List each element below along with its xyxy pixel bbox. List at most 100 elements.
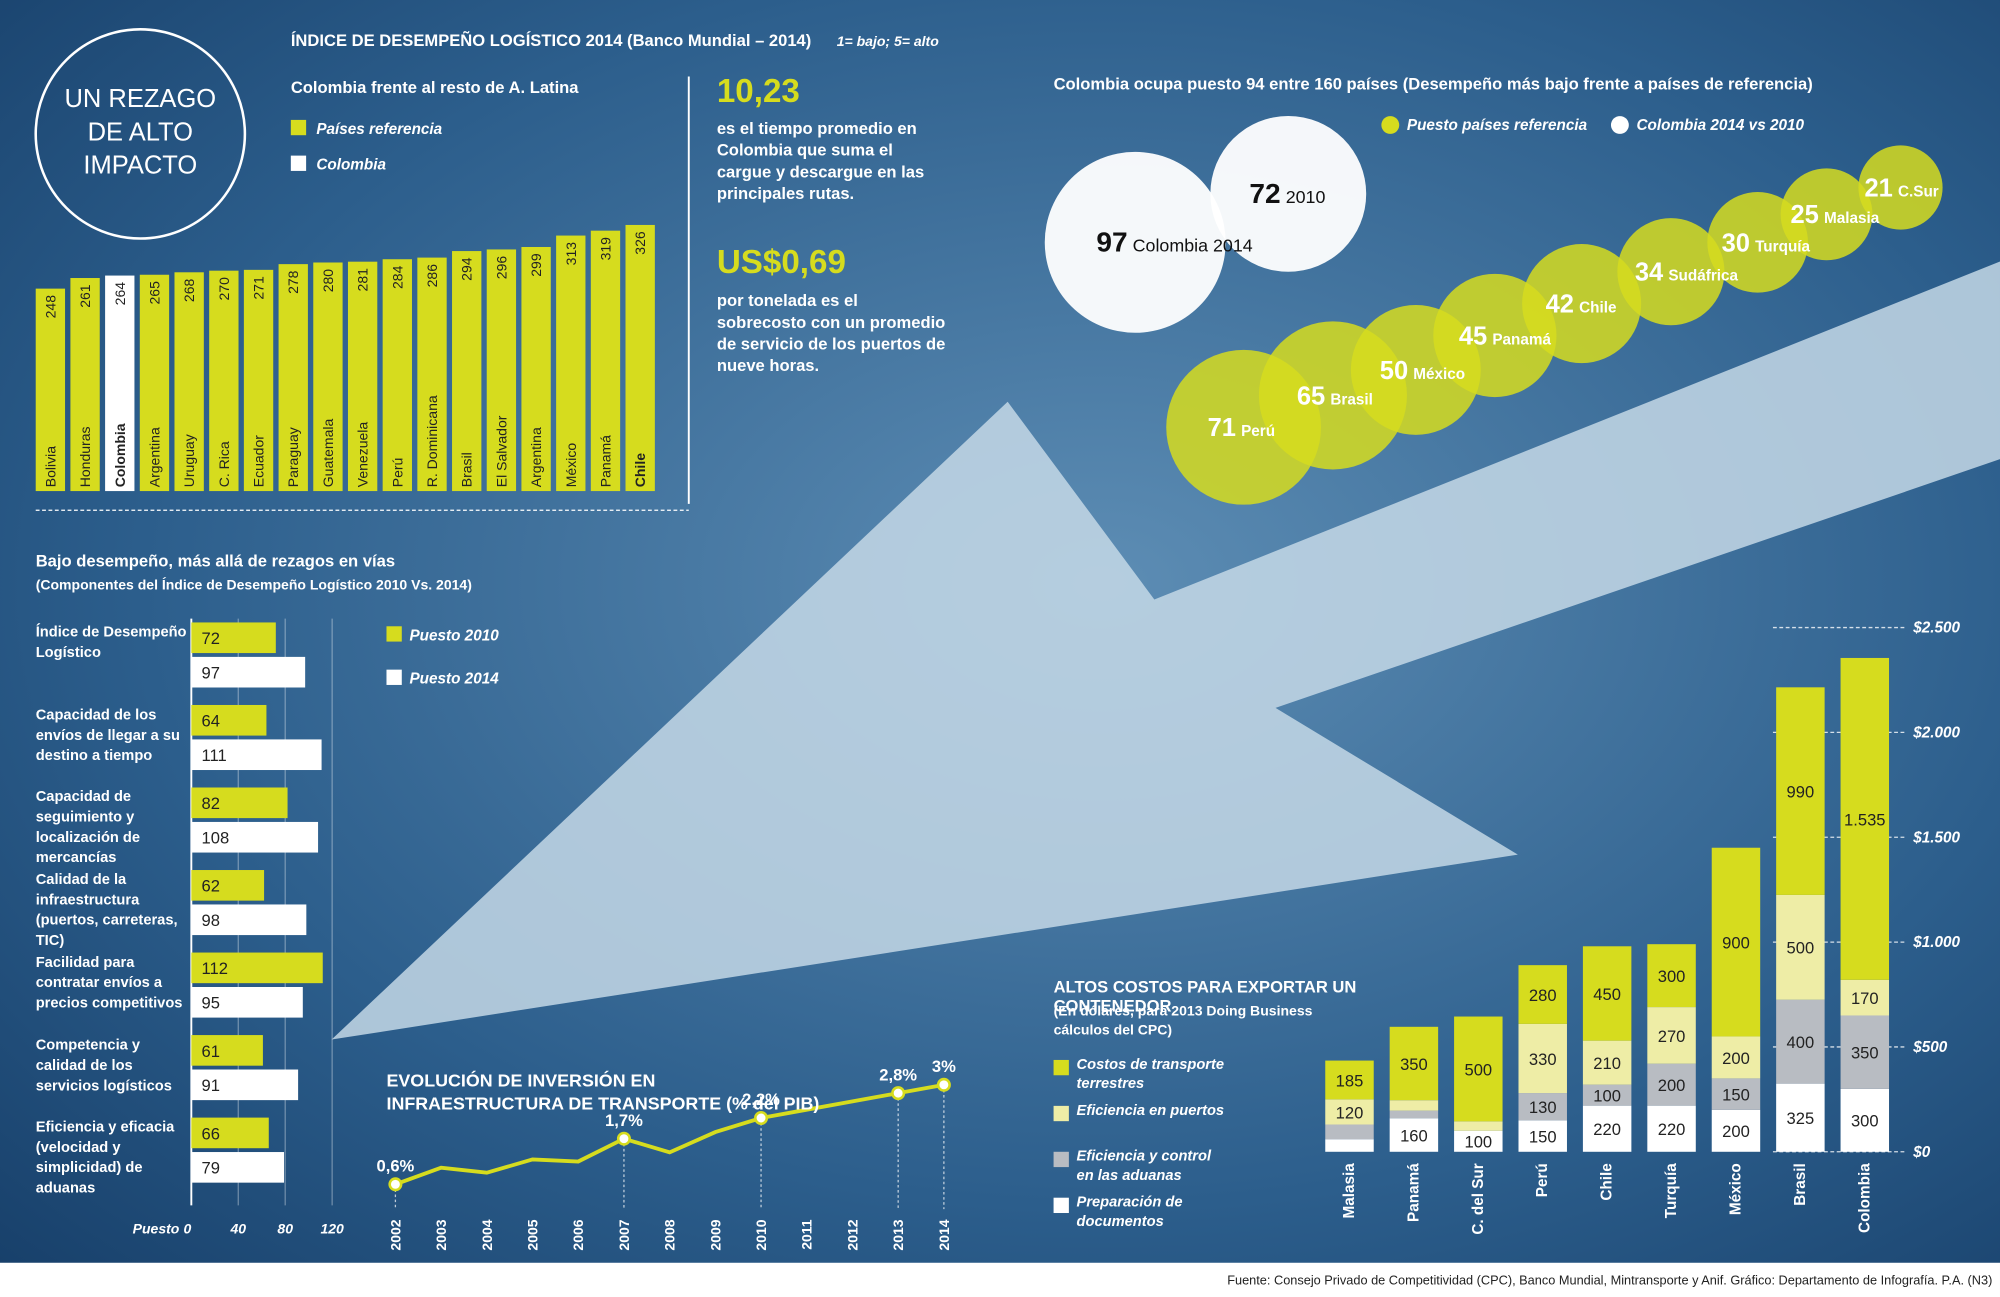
value-label: 300 [1658,967,1686,986]
bar [191,1152,285,1183]
x-tick-label: Chile [1599,1163,1616,1200]
value-label: 66 [202,1124,220,1143]
footer-band [0,1262,2000,1297]
x-tick-label: 2011 [799,1219,815,1250]
bar-segment [1776,894,1825,1000]
x-tick-label: Colombia [1856,1163,1873,1233]
bar-segment [1454,1016,1503,1122]
chart-subtitle: (En dólares, para 2013 Doing Business cá… [1053,1003,1313,1039]
value-label: 62 [202,877,220,896]
legend-label: Eficiencia y control en las aduanas [1076,1149,1212,1184]
legend-swatch [1053,1059,1069,1076]
value-label: 210 [1593,1054,1621,1073]
x-tick-label: Panamá [1405,1163,1422,1222]
bubble-value: 71 [1208,414,1236,442]
value-label: 313 [563,242,579,266]
legend-label: Preparación de documentos [1076,1195,1183,1230]
x-tick-label: 2005 [525,1219,541,1250]
bar-segment [1776,999,1825,1084]
legend-swatch [1053,1197,1069,1214]
legend-swatch [1053,1151,1069,1168]
bar [382,259,412,492]
category-label: Argentina [528,427,544,487]
x-tick-label: 2013 [890,1219,906,1250]
value-label: 200 [1722,1049,1750,1068]
category-label: Bolivia [42,446,58,487]
value-label: 248 [42,295,58,319]
legend-swatch [290,155,307,171]
bar-segment [1582,1040,1632,1085]
value-label: 500 [1464,1060,1492,1079]
bar [347,261,378,492]
bar-segment [1518,965,1567,1024]
value-label: 220 [1593,1120,1621,1139]
x-tick-label: México [1727,1163,1744,1215]
value-label: 2,8% [879,1065,917,1084]
value-label: 2,2% [742,1090,780,1109]
chart-title: Bajo desempeño, más allá de rezagos en v… [36,551,395,570]
value-label: 900 [1722,933,1750,952]
x-tick-label: 2007 [616,1219,632,1250]
value-label: 111 [202,746,227,765]
chart-subtitle: (Componentes del Índice de Desempeño Log… [36,576,472,592]
bar-segment [1582,1105,1632,1152]
bar [521,246,551,492]
value-label: 294 [459,257,475,281]
value-label: 281 [355,268,371,292]
value-label: 82 [202,794,220,813]
value-label: 185 [1336,1071,1364,1090]
bar [486,249,517,492]
value-label: 150 [1722,1085,1750,1104]
x-axis-label: Puesto [133,1220,180,1236]
category-label: Índice de Desempeño Logístico [35,624,187,661]
x-tick-label: Brasil [1792,1163,1809,1206]
bubble-value: 65 [1297,382,1325,410]
bar [417,257,447,492]
x-tick-label: 2006 [570,1219,586,1250]
bubble-value: 50 [1380,357,1408,385]
bubble-label: Panamá [1492,331,1551,348]
point [891,1086,906,1101]
value-label: 112 [202,959,228,978]
value-label: 278 [285,270,301,294]
x-tick-label: 2002 [387,1219,403,1250]
value-label: 286 [424,264,440,288]
bar [191,622,276,654]
x-tick-label: 2003 [433,1219,449,1250]
x-tick-label: 2010 [753,1219,769,1250]
value-label: 450 [1593,985,1621,1004]
x-tick-label: Malasia [1341,1163,1358,1219]
bar [625,224,655,492]
bar [452,251,482,492]
bar-segment [1582,1084,1632,1106]
chart-title: EVOLUCIÓN DE INVERSIÓN EN INFRAESTRUCTUR… [386,1070,820,1114]
category-label: Venezuela [355,422,371,488]
y-tick-label: $0 [1912,1144,1931,1161]
y-tick-label: $1.500 [1912,829,1960,846]
bubble [1522,244,1642,364]
value-label: 100 [1464,1133,1492,1152]
bubble [1780,168,1873,261]
value-label: 91 [202,1076,220,1095]
bar-segment [1389,1026,1439,1101]
legend-label: Puesto 2010 [409,627,499,644]
bubble [1858,145,1943,230]
legend-marker [1610,116,1629,134]
category-label: Uruguay [181,434,197,487]
bubble-label: Perú [1241,423,1275,440]
point [936,1077,951,1092]
value-label: 170 [1851,989,1879,1008]
legend-label: Eficiencia en puertos [1076,1103,1225,1119]
bubble-label: Sudáfrica [1668,268,1738,285]
bar-segment [1518,1093,1567,1121]
x-tick-label: Turquía [1663,1163,1680,1218]
bar [191,656,306,688]
bubble-value: 25 [1791,201,1819,229]
bar-segment [1389,1110,1439,1119]
value-label: 284 [389,265,405,289]
chart-subtitle: Colombia frente al resto de A. Latina [291,78,579,97]
bubble-label: C.Sur [1898,183,1939,200]
fact-text: es el tiempo promedio en Colombia que su… [716,118,925,203]
category-label: El Salvador [493,415,509,487]
